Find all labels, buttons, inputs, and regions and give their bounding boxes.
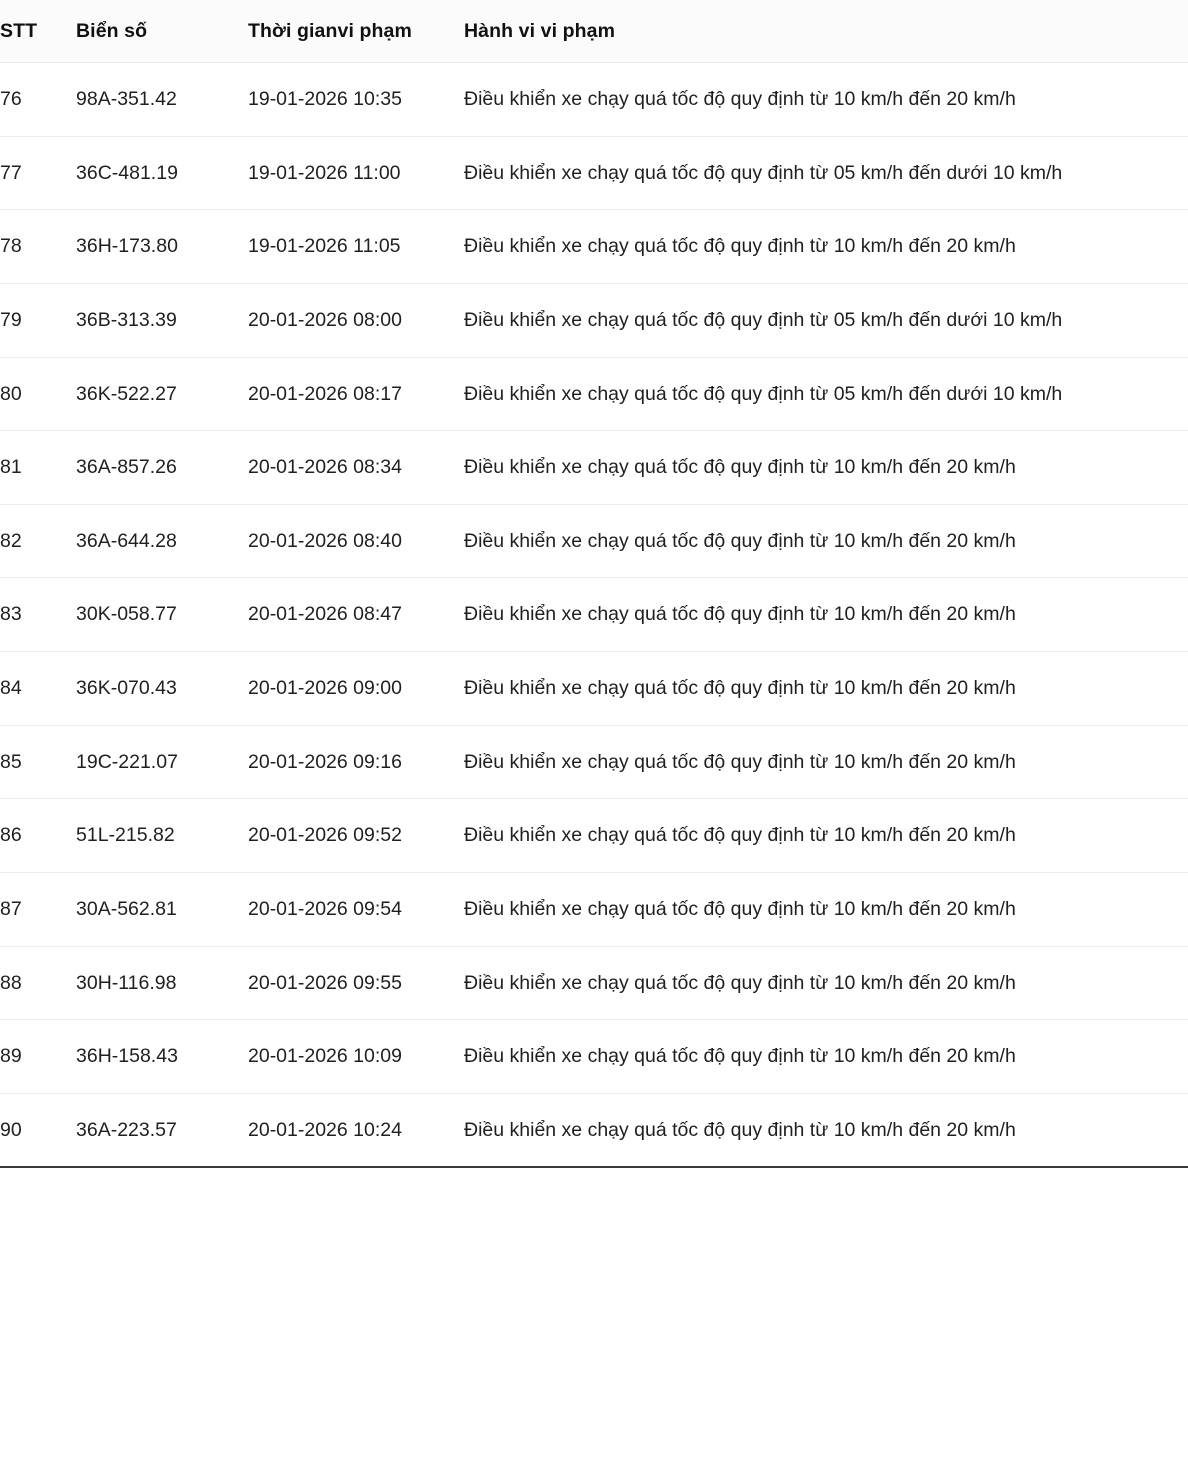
table-body: 76 98A-351.42 19-01-2026 10:35 Điều khiển x… xyxy=(0,62,1188,1168)
cell-violation-act: Điều khiển xe chạy quá tốc độ quy định t… xyxy=(464,88,1016,110)
cell-stt: 79 xyxy=(0,282,76,357)
cell-violation-time: 20-01-2026 09:55 xyxy=(248,945,464,1020)
column-header-action[interactable]: Hành vi vi phạm xyxy=(464,0,1188,63)
column-header-time[interactable]: Thời gianvi phạm xyxy=(248,0,464,63)
cell-stt: 85 xyxy=(0,724,76,799)
table-row: 84 36K-070.43 20-01-2026 09:00 Điều khiển x… xyxy=(0,651,1188,726)
cell-license-plate: 19C-221.07 xyxy=(76,724,248,799)
cell-violation-act: Điều khiển xe chạy quá tốc độ quy định t… xyxy=(464,577,1188,652)
cell-violation-time: 19-01-2026 11:05 xyxy=(248,209,464,284)
cell-violation-time: 20-01-2026 09:00 xyxy=(248,651,464,726)
cell-stt: 82 xyxy=(0,503,76,578)
cell-license-plate: 98A-351.42 xyxy=(76,88,177,110)
table-row: 81 36A-857.26 20-01-2026 08:34 Điều khiển x… xyxy=(0,430,1188,505)
table-row: 85 19C-221.07 20-01-2026 09:16 Điều khiển x… xyxy=(0,724,1188,799)
cell-violation-time: 20-01-2026 08:47 xyxy=(248,577,464,652)
cell-stt: 83 xyxy=(0,577,76,652)
violation-table: STT Biển số Thời gianvi phạm Hành vi vi … xyxy=(0,0,1188,1169)
cell-stt: 76 xyxy=(0,88,22,110)
cell-violation-time: 19-01-2026 11:00 xyxy=(248,135,464,210)
cell-license-plate: 51L-215.82 xyxy=(76,798,248,873)
table-row: 87 30A-562.81 20-01-2026 09:54 Điều khiển x… xyxy=(0,871,1188,946)
cell-violation-act: Điều khiển xe chạy quá tốc độ quy định t… xyxy=(464,798,1188,873)
cell-violation-act: Điều khiển xe chạy quá tốc độ quy định t… xyxy=(464,724,1188,799)
cell-stt: 77 xyxy=(0,135,76,210)
cell-violation-time: 20-01-2026 09:52 xyxy=(248,798,464,873)
cell-license-plate: 30A-562.81 xyxy=(76,871,248,946)
cell-violation-act: Điều khiển xe chạy quá tốc độ quy định t… xyxy=(464,871,1188,946)
cell-stt: 84 xyxy=(0,651,76,726)
cell-stt: 89 xyxy=(0,1019,76,1094)
table-row: 90 36A-223.57 20-01-2026 10:24 Điều khiển x… xyxy=(0,1092,1188,1168)
cell-violation-time: 20-01-2026 10:24 xyxy=(248,1092,464,1168)
cell-violation-act: Điều khiển xe chạy quá tốc độ quy định t… xyxy=(464,503,1188,578)
table-row: 88 30H-116.98 20-01-2026 09:55 Điều khiển x… xyxy=(0,945,1188,1020)
cell-violation-time: 20-01-2026 09:16 xyxy=(248,724,464,799)
cell-license-plate: 36H-173.80 xyxy=(76,209,248,284)
violation-table-container: STT Biển số Thời gianvi phạm Hành vi vi … xyxy=(0,0,1188,1169)
cell-stt: 88 xyxy=(0,945,76,1020)
cell-license-plate: 36H-158.43 xyxy=(76,1019,248,1094)
cell-license-plate: 36K-070.43 xyxy=(76,651,248,726)
cell-stt: 80 xyxy=(0,356,76,431)
table-row: 89 36H-158.43 20-01-2026 10:09 Điều khiển x… xyxy=(0,1019,1188,1094)
table-row: 79 36B-313.39 20-01-2026 08:00 Điều khiển x… xyxy=(0,282,1188,357)
cell-violation-time: 20-01-2026 08:00 xyxy=(248,282,464,357)
cell-stt: 90 xyxy=(0,1092,76,1168)
cell-license-plate: 36A-223.57 xyxy=(76,1092,248,1168)
cell-violation-time: 20-01-2026 08:40 xyxy=(248,503,464,578)
cell-violation-act: Điều khiển xe chạy quá tốc độ quy định t… xyxy=(464,135,1188,210)
cell-violation-act: Điều khiển xe chạy quá tốc độ quy định t… xyxy=(464,282,1188,357)
table-row: 78 36H-173.80 19-01-2026 11:05 Điều khiển x… xyxy=(0,209,1188,284)
cell-violation-act: Điều khiển xe chạy quá tốc độ quy định t… xyxy=(464,651,1188,726)
cell-license-plate: 30K-058.77 xyxy=(76,577,248,652)
cell-violation-time: 20-01-2026 10:09 xyxy=(248,1019,464,1094)
cell-stt: 86 xyxy=(0,798,76,873)
table-header-row: STT Biển số Thời gianvi phạm Hành vi vi … xyxy=(0,0,1188,63)
cell-stt: 81 xyxy=(0,430,76,505)
table-row: 76 98A-351.42 19-01-2026 10:35 Điều khiển x… xyxy=(0,62,1188,137)
table-row: 83 30K-058.77 20-01-2026 08:47 Điều khiển x… xyxy=(0,577,1188,652)
table-row: 80 36K-522.27 20-01-2026 08:17 Điều khiển x… xyxy=(0,356,1188,431)
cell-violation-time: 20-01-2026 09:54 xyxy=(248,871,464,946)
table-header: STT Biển số Thời gianvi phạm Hành vi vi … xyxy=(0,0,1188,63)
cell-stt: 87 xyxy=(0,871,76,946)
cell-license-plate: 36K-522.27 xyxy=(76,356,248,431)
column-header-stt[interactable]: STT xyxy=(0,0,76,63)
table-row: 86 51L-215.82 20-01-2026 09:52 Điều khiển x… xyxy=(0,798,1188,873)
cell-license-plate: 36C-481.19 xyxy=(76,135,248,210)
column-header-plate[interactable]: Biển số xyxy=(76,0,248,63)
cell-violation-act: Điều khiển xe chạy quá tốc độ quy định t… xyxy=(464,1019,1188,1094)
cell-license-plate: 36A-644.28 xyxy=(76,503,248,578)
cell-violation-time: 19-01-2026 10:35 xyxy=(248,88,402,110)
cell-violation-time: 20-01-2026 08:17 xyxy=(248,356,464,431)
cell-license-plate: 36B-313.39 xyxy=(76,282,248,357)
table-row: 82 36A-644.28 20-01-2026 08:40 Điều khiển x… xyxy=(0,503,1188,578)
cell-violation-act: Điều khiển xe chạy quá tốc độ quy định t… xyxy=(464,430,1188,505)
cell-violation-act: Điều khiển xe chạy quá tốc độ quy định t… xyxy=(464,1092,1188,1168)
cell-violation-time: 20-01-2026 08:34 xyxy=(248,430,464,505)
table-row: 77 36C-481.19 19-01-2026 11:00 Điều khiển x… xyxy=(0,135,1188,210)
cell-violation-act: Điều khiển xe chạy quá tốc độ quy định t… xyxy=(464,209,1188,284)
cell-license-plate: 36A-857.26 xyxy=(76,430,248,505)
cell-stt: 78 xyxy=(0,209,76,284)
cell-violation-act: Điều khiển xe chạy quá tốc độ quy định t… xyxy=(464,945,1188,1020)
cell-license-plate: 30H-116.98 xyxy=(76,945,248,1020)
cell-violation-act: Điều khiển xe chạy quá tốc độ quy định t… xyxy=(464,356,1188,431)
